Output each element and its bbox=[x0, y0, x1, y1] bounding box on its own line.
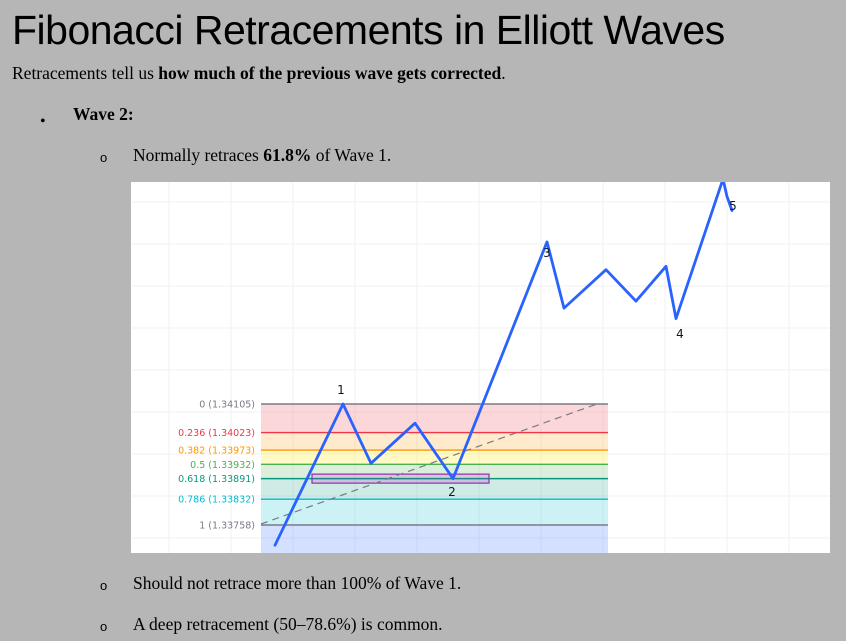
sub-point-1-suffix: of Wave 1. bbox=[311, 145, 392, 165]
intro-prefix: Retracements tell us bbox=[12, 63, 159, 83]
fib-band bbox=[261, 404, 608, 433]
intro-text: Retracements tell us how much of the pre… bbox=[12, 63, 506, 84]
fib-level-label: 0.236 (1.34023) bbox=[178, 428, 255, 439]
sub-point-deep-retrace: A deep retracement (50–78.6%) is common. bbox=[133, 614, 443, 634]
fibonacci-chart: 0 (1.34105) 0.236 (1.34023) 0.382 (1.33973… bbox=[131, 182, 830, 553]
fib-band-below bbox=[261, 525, 608, 553]
intro-suffix: . bbox=[501, 63, 506, 83]
fib-level-label: 0.382 (1.33973) bbox=[178, 446, 255, 457]
wave-label: 4 bbox=[676, 327, 684, 341]
sub-point-normal-retrace: Normally retraces 61.8% of Wave 1. bbox=[133, 145, 391, 166]
sub-point-1-bold: 61.8% bbox=[263, 145, 312, 165]
fib-band bbox=[261, 499, 608, 525]
fib-level-label: 1 (1.33758) bbox=[199, 521, 255, 532]
fib-band bbox=[261, 450, 608, 465]
intro-bold: how much of the previous wave gets corre… bbox=[158, 63, 502, 83]
wave-label: 2 bbox=[448, 485, 456, 499]
page-title: Fibonacci Retracements in Elliott Waves bbox=[12, 7, 725, 53]
wave-label: 1 bbox=[337, 383, 345, 397]
wave-label: 3 bbox=[543, 246, 551, 260]
wave-path bbox=[273, 182, 734, 547]
bullet-wave-2: Wave 2: bbox=[73, 104, 134, 124]
target-zone-box bbox=[311, 473, 490, 484]
fib-level-label: 0 (1.34105) bbox=[199, 400, 255, 411]
bullet-marker: • bbox=[40, 113, 46, 130]
sub-bullet-marker: o bbox=[100, 578, 108, 593]
chart-svg: 0 (1.34105) 0.236 (1.34023) 0.382 (1.33973… bbox=[131, 182, 830, 553]
fib-level-label: 0.786 (1.33832) bbox=[178, 495, 255, 506]
fib-level-label: 0.5 (1.33932) bbox=[190, 460, 255, 471]
sub-point-1-prefix: Normally retraces bbox=[133, 145, 264, 165]
wave-label: 5 bbox=[729, 199, 737, 213]
fib-level-label: 0.618 (1.33891) bbox=[178, 474, 255, 485]
fib-band bbox=[261, 432, 608, 451]
sub-bullet-marker: o bbox=[100, 150, 108, 165]
sub-bullet-marker: o bbox=[100, 619, 108, 634]
fib-band bbox=[261, 464, 608, 479]
fib-band bbox=[261, 478, 608, 500]
sub-point-max-retrace: Should not retrace more than 100% of Wav… bbox=[133, 573, 462, 593]
